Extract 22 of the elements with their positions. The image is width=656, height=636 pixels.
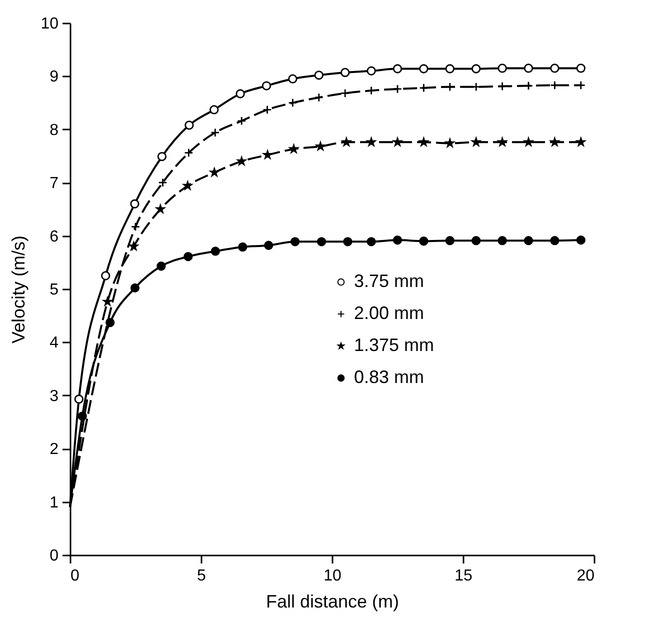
legend-label: 1.375 mm <box>354 335 434 356</box>
y-tick-label: 8 <box>50 122 59 139</box>
x-tick-label: 5 <box>197 568 206 584</box>
y-tick-label: 6 <box>50 228 59 246</box>
legend-label: 3.75 mm <box>354 271 424 292</box>
x-tick-label: 15 <box>454 568 472 584</box>
y-tick-label: 4 <box>50 334 59 352</box>
x-tick-label: 20 <box>576 568 595 584</box>
y-tick-label: 0 <box>50 548 59 564</box>
y-tick-label: 7 <box>50 175 59 192</box>
y-tick-label: 1 <box>50 494 59 512</box>
x-tick-label: 0 <box>70 568 80 584</box>
x-tick-label: 10 <box>324 568 342 584</box>
legend-label: 2.00 mm <box>354 303 424 324</box>
x-axis-title: Fall distance (m) <box>266 592 400 612</box>
y-tick-label: 3 <box>50 388 59 405</box>
y-tick-label: 5 <box>50 282 59 298</box>
y-tick-label: 2 <box>50 441 59 458</box>
legend-label: 0.83 mm <box>354 367 424 388</box>
y-axis-title: Velocity (m/s) <box>8 235 29 344</box>
y-tick-label: 10 <box>40 16 59 32</box>
y-tick-label: 9 <box>50 68 59 86</box>
